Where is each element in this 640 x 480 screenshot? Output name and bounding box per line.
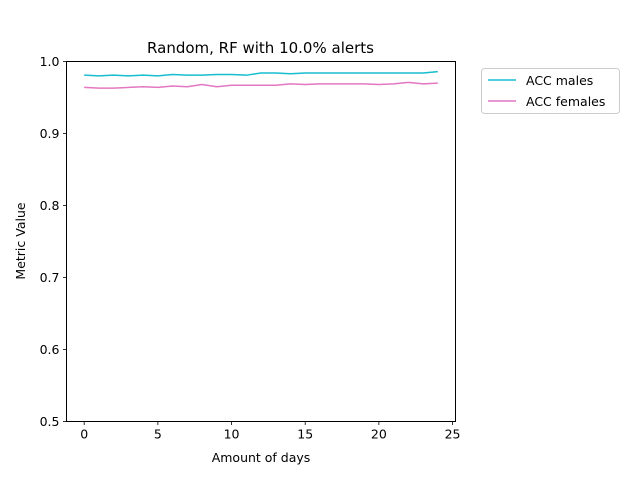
y-tick-label: 0.9 — [40, 126, 60, 141]
y-axis: 0.5 0.6 0.7 0.8 0.9 1.0 — [40, 54, 67, 429]
x-tick-label: 0 — [80, 427, 88, 442]
series-line-acc-females — [84, 81, 438, 89]
x-tick-label: 25 — [445, 427, 461, 442]
x-axis-label: Amount of days — [212, 450, 311, 465]
y-tick-label: 0.5 — [40, 414, 60, 429]
legend: ACC males ACC females — [481, 68, 620, 114]
y-tick-label: 0.8 — [40, 198, 60, 213]
chart-title: Random, RF with 10.0% alerts — [147, 39, 374, 57]
y-axis-label: Metric Value — [13, 202, 28, 279]
y-tick-label: 0.7 — [40, 270, 60, 285]
x-tick-label: 10 — [224, 427, 240, 442]
plot-frame — [66, 61, 456, 422]
x-tick-label: 15 — [297, 427, 313, 442]
series-line-acc-males — [84, 70, 438, 77]
plot-lines — [84, 70, 438, 89]
y-tick-label: 1.0 — [40, 54, 60, 69]
y-tick-label: 0.6 — [40, 342, 60, 357]
x-axis: 0 5 10 15 20 25 — [80, 421, 461, 442]
legend-label-acc-males: ACC males — [526, 73, 593, 88]
x-tick-label: 5 — [154, 427, 162, 442]
legend-label-acc-females: ACC females — [526, 94, 605, 109]
x-tick-label: 20 — [371, 427, 387, 442]
